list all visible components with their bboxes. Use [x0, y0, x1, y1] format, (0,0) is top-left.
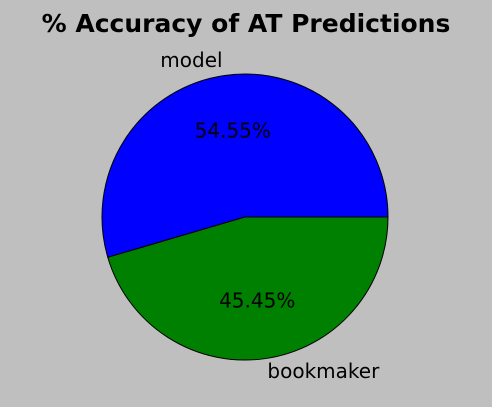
- slice-percent-bookmaker: 45.45%: [219, 288, 295, 312]
- pie-slice-bookmaker: [107, 216, 389, 361]
- chart-title: % Accuracy of AT Predictions: [42, 9, 451, 38]
- slice-label-bookmaker: bookmaker: [267, 359, 380, 383]
- slice-percent-model: 54.55%: [195, 119, 271, 143]
- pie-slice-model: [101, 73, 389, 258]
- pie-labels: model 54.55% bookmaker 45.45%: [160, 48, 380, 383]
- pie-slices: [101, 73, 389, 361]
- slice-label-model: model: [160, 48, 222, 72]
